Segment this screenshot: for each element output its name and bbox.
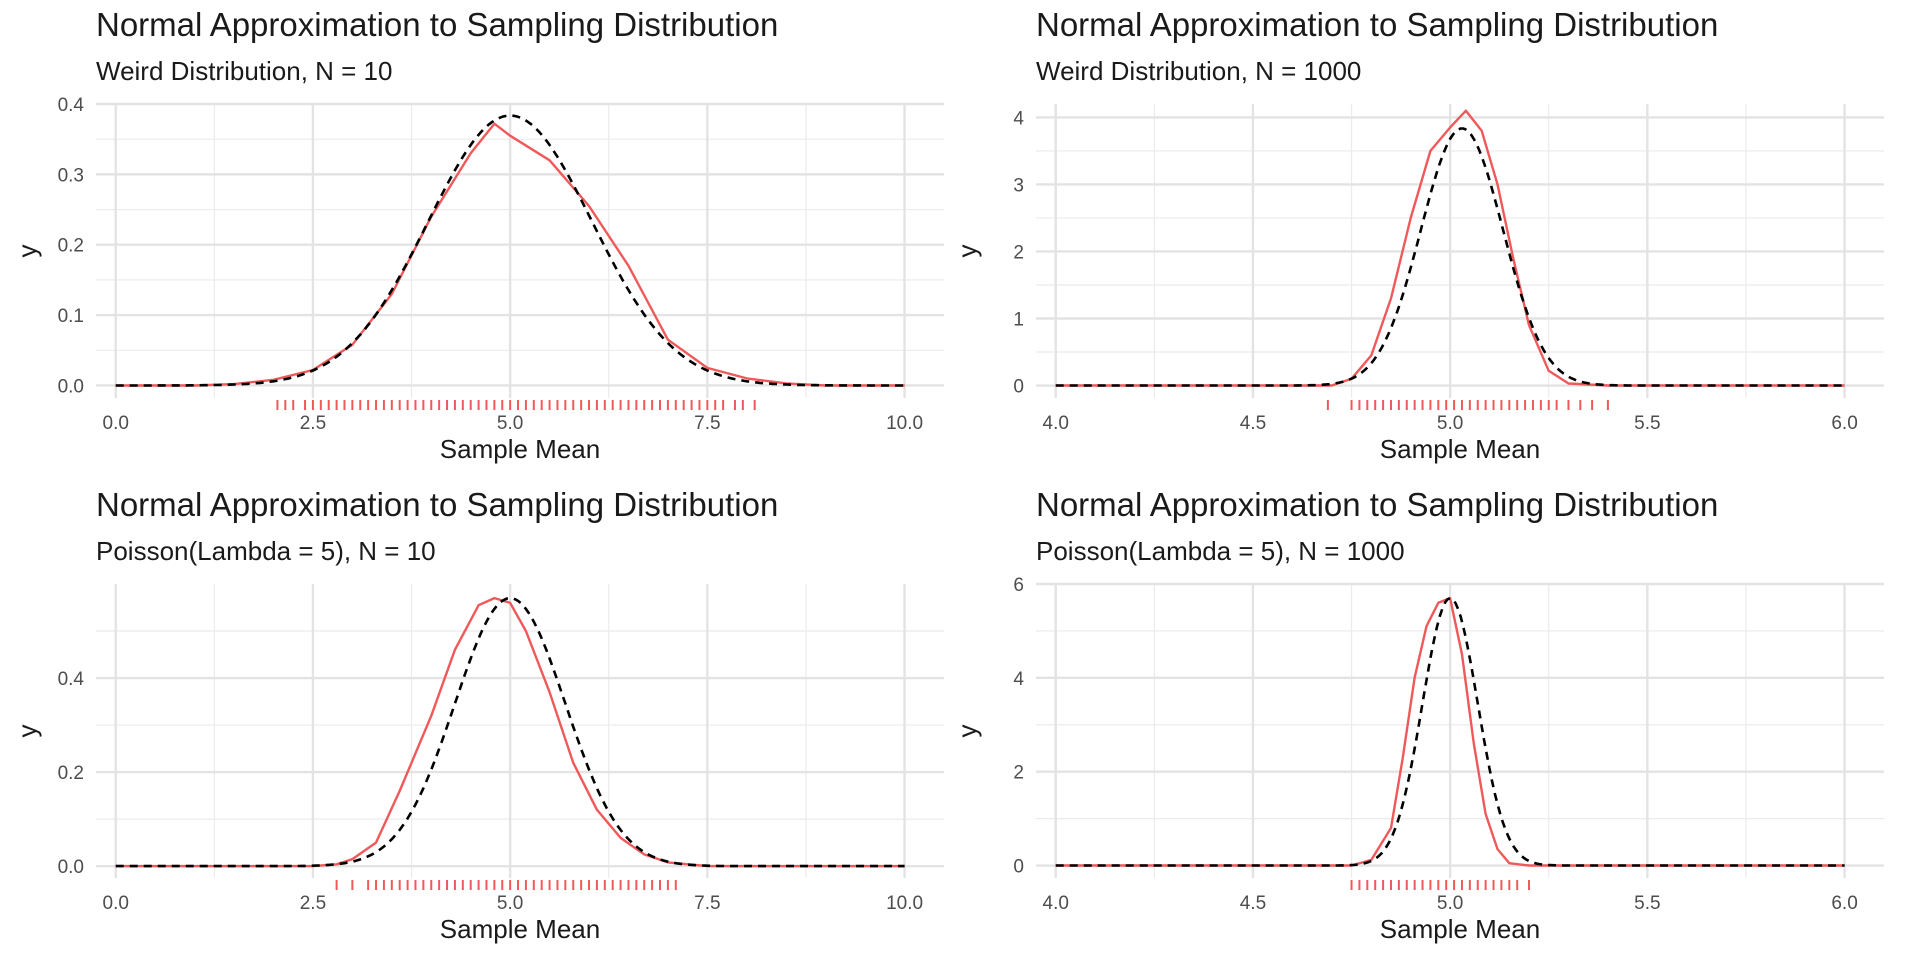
- x-tick-label: 4.5: [1240, 893, 1266, 914]
- chart-subtitle: Poisson(Lambda = 5), N = 10: [96, 536, 436, 566]
- x-axis-title: Sample Mean: [440, 434, 600, 464]
- chart-title: Normal Approximation to Sampling Distrib…: [96, 6, 779, 43]
- y-tick-label: 0.4: [58, 95, 85, 116]
- x-axis-title: Sample Mean: [440, 914, 600, 944]
- chart-title: Normal Approximation to Sampling Distrib…: [1036, 6, 1719, 43]
- x-tick-label: 5.5: [1634, 893, 1660, 914]
- x-tick-label: 4.0: [1043, 413, 1069, 434]
- y-axis-title: y: [12, 245, 42, 258]
- chart-subtitle: Poisson(Lambda = 5), N = 1000: [1036, 536, 1405, 566]
- y-tick-label: 4: [1013, 108, 1024, 129]
- x-tick-label: 5.0: [1437, 413, 1463, 434]
- x-axis-title: Sample Mean: [1380, 434, 1540, 464]
- plot-area: 0.0 2.5 5.0 7.5 10.0 0.0 0.2 0.4 Sample Mean y: [12, 584, 944, 944]
- y-tick-label: 0: [1013, 377, 1024, 398]
- rug: [1326, 400, 1609, 410]
- y-tick-label: 1: [1013, 310, 1024, 331]
- panel-weird-n1000: Normal Approximation to Sampling Distrib…: [940, 0, 1884, 478]
- x-tick-label: 7.5: [694, 893, 720, 914]
- y-tick-label: 0: [1013, 857, 1024, 878]
- x-tick-label: 2.5: [300, 893, 326, 914]
- panel-poisson-n1000: Normal Approximation to Sampling Distrib…: [940, 480, 1884, 958]
- density-line: [1055, 109, 1845, 387]
- chart-title: Normal Approximation to Sampling Distrib…: [96, 486, 779, 523]
- x-tick-label: 5.5: [1634, 413, 1660, 434]
- y-tick-label: 0.2: [58, 763, 84, 784]
- y-tick-label: 2: [1013, 242, 1024, 263]
- rug: [1350, 880, 1531, 890]
- y-axis-title: y: [12, 725, 42, 738]
- density-line: [1055, 596, 1845, 867]
- plot-area: 4.0 4.5 5.0 5.5 6.0 0 1 2 3 4 Sample Mean y: [952, 104, 1884, 464]
- x-tick-label: 4.0: [1043, 893, 1069, 914]
- y-tick-label: 0.3: [58, 165, 84, 186]
- y-tick-label: 6: [1013, 575, 1024, 596]
- normal-approx-line: [1055, 596, 1845, 867]
- y-tick-label: 0.1: [58, 306, 84, 327]
- normal-approx-line: [1055, 127, 1845, 387]
- y-tick-label: 0.4: [58, 669, 85, 690]
- chart-title: Normal Approximation to Sampling Distrib…: [1036, 486, 1719, 523]
- y-tick-label: 3: [1013, 175, 1024, 196]
- gridlines: [96, 102, 944, 398]
- density-line: [115, 122, 905, 387]
- rug: [335, 880, 677, 890]
- normal-approx-line: [115, 596, 905, 868]
- x-tick-label: 5.0: [1437, 893, 1463, 914]
- x-tick-label: 10.0: [886, 893, 923, 914]
- x-tick-label: 4.5: [1240, 413, 1266, 434]
- chart-subtitle: Weird Distribution, N = 1000: [1036, 56, 1362, 86]
- x-tick-label: 10.0: [886, 413, 923, 434]
- tick-labels: 4.0 4.5 5.0 5.5 6.0 0 2 4 6: [1013, 575, 1857, 914]
- y-tick-label: 2: [1013, 763, 1024, 784]
- gridlines: [1036, 104, 1884, 398]
- x-tick-label: 6.0: [1831, 893, 1857, 914]
- x-axis-title: Sample Mean: [1380, 914, 1540, 944]
- normal-approx-line: [115, 114, 905, 387]
- rug: [276, 400, 756, 410]
- x-tick-label: 0.0: [103, 413, 129, 434]
- tick-labels: 0.0 2.5 5.0 7.5 10.0 0.0 0.1 0.2 0.3 0.4: [58, 95, 923, 434]
- y-tick-label: 0.0: [58, 857, 84, 878]
- y-tick-label: 0.0: [58, 376, 84, 397]
- chart-subtitle: Weird Distribution, N = 10: [96, 56, 393, 86]
- plot-area: 4.0 4.5 5.0 5.5 6.0 0 2 4 6 Sample Mean y: [952, 575, 1884, 944]
- panel-poisson-n10: Normal Approximation to Sampling Distrib…: [0, 480, 944, 958]
- gridlines: [1036, 582, 1884, 878]
- x-tick-label: 7.5: [694, 413, 720, 434]
- tick-labels: 4.0 4.5 5.0 5.5 6.0 0 1 2 3 4: [1013, 108, 1857, 434]
- y-tick-label: 4: [1013, 669, 1024, 690]
- x-tick-label: 2.5: [300, 413, 326, 434]
- tick-labels: 0.0 2.5 5.0 7.5 10.0 0.0 0.2 0.4: [58, 669, 923, 914]
- gridlines: [96, 584, 944, 878]
- panel-weird-n10: Normal Approximation to Sampling Distrib…: [0, 0, 944, 478]
- y-axis-title: y: [952, 725, 982, 738]
- plot-area: 0.0 2.5 5.0 7.5 10.0 0.0 0.1 0.2 0.3 0.4 Sample Me…: [12, 95, 944, 464]
- x-tick-label: 6.0: [1831, 413, 1857, 434]
- x-tick-label: 0.0: [103, 893, 129, 914]
- x-tick-label: 5.0: [497, 413, 523, 434]
- y-axis-title: y: [952, 245, 982, 258]
- y-tick-label: 0.2: [58, 236, 84, 257]
- x-tick-label: 5.0: [497, 893, 523, 914]
